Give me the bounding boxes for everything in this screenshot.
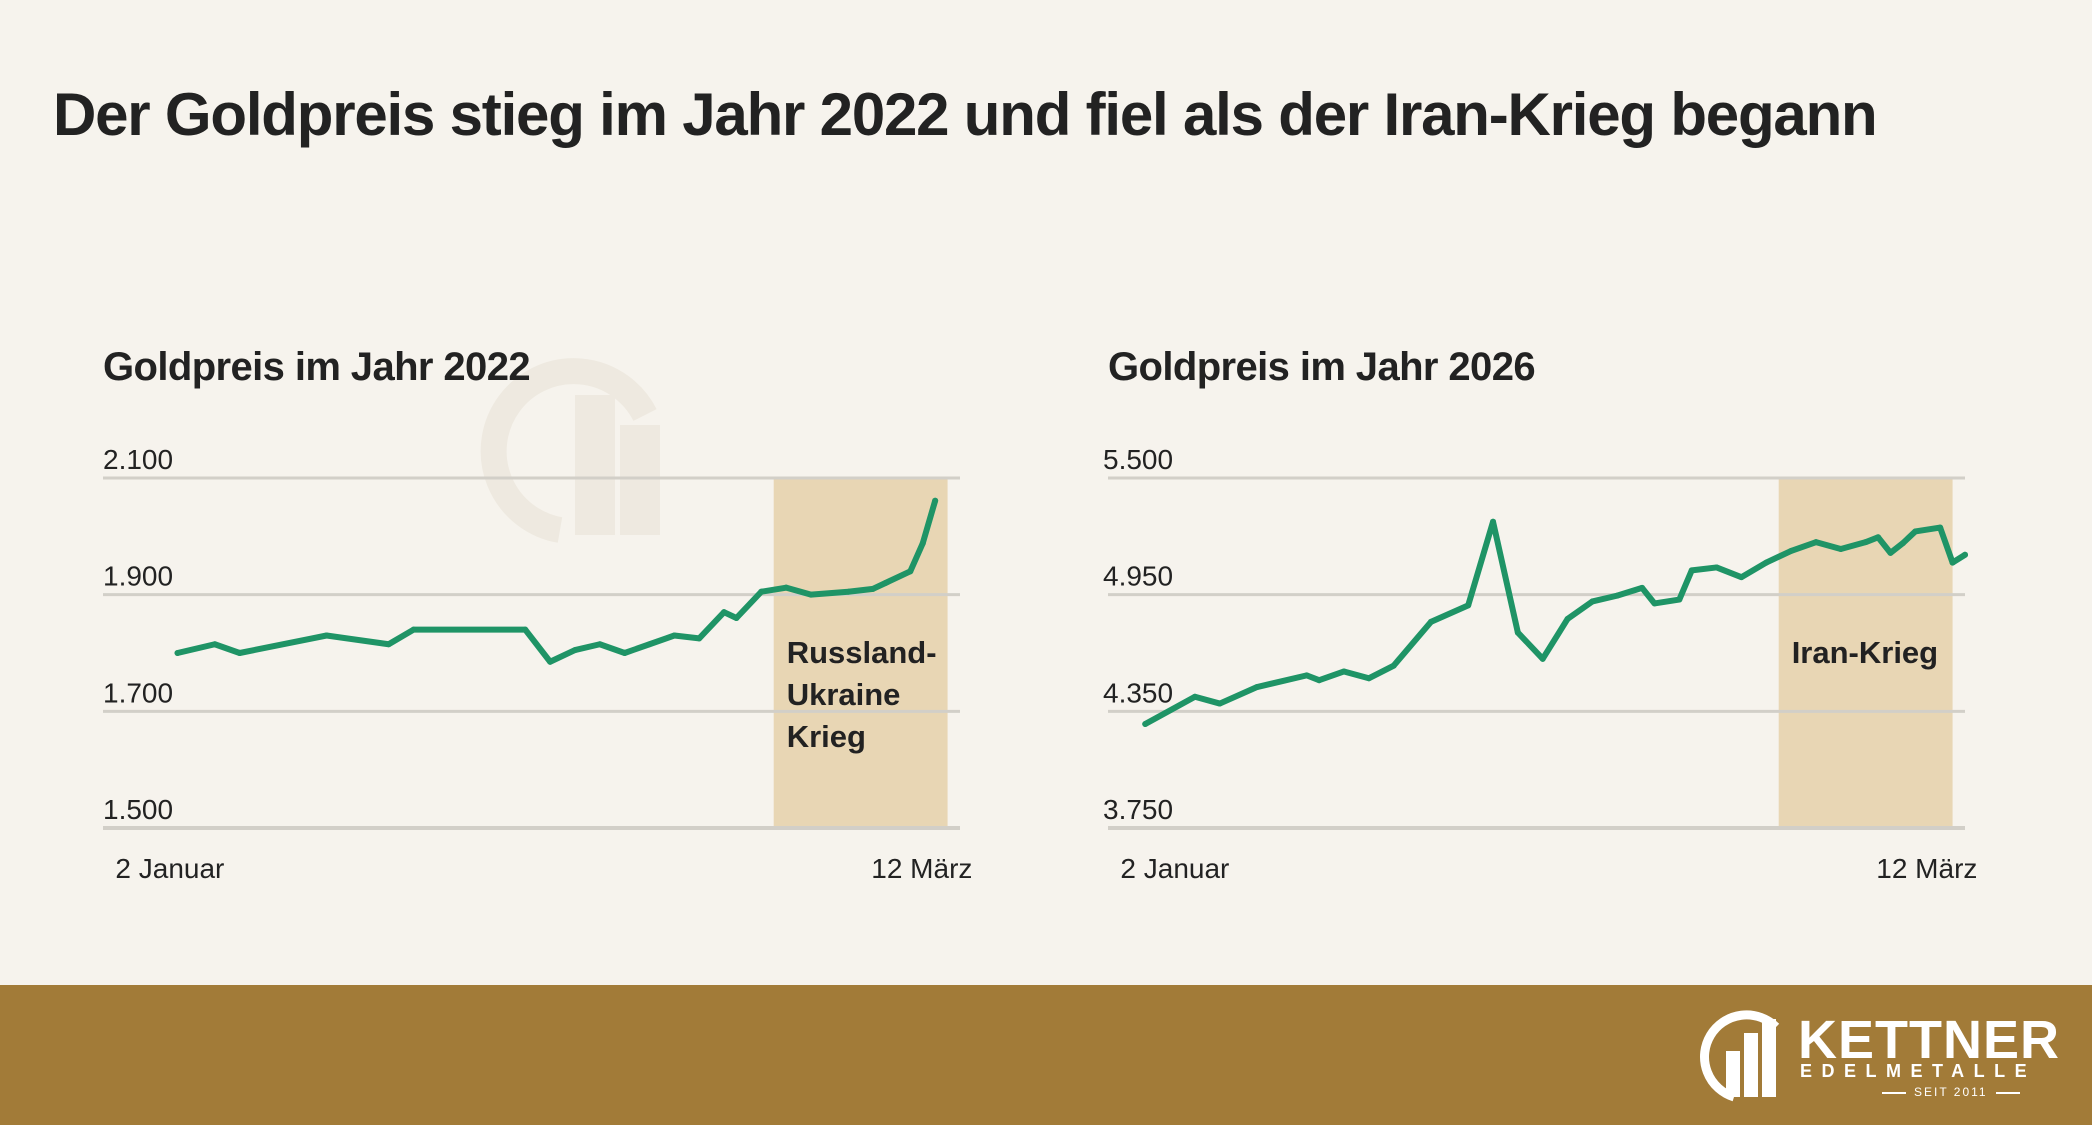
chart-2026-data-point	[1688, 567, 1695, 574]
chart-2026-data-point	[1713, 564, 1720, 571]
chart-2022-data-point	[845, 588, 852, 595]
chart-2022-data-point	[621, 650, 628, 656]
chart-2026-data-point	[1639, 584, 1646, 591]
chart-2022-highlight-label: Ukraine	[787, 677, 901, 712]
kettner-watermark-logo	[480, 358, 660, 543]
logo-name: KETTNER	[1798, 1010, 2060, 1070]
chart-2026-data-point	[1514, 629, 1521, 636]
footer-bar: KETTNER EDELMETALLE SEIT 2011	[0, 985, 2092, 1125]
chart-2026-data-point	[1340, 668, 1347, 675]
chart-2026-data-point	[1738, 574, 1745, 581]
chart-2026-data-point	[1390, 662, 1397, 669]
chart-2026-data-point	[1875, 534, 1882, 541]
chart-2026-highlight-label: Iran-Krieg	[1792, 635, 1938, 670]
chart-2022-x-tick-label: 2 Januar	[115, 853, 224, 884]
chart-2022-data-point	[882, 580, 889, 586]
chart-2026-y-tick-label: 5.500	[1103, 444, 1173, 475]
chart-2026-data-point	[1912, 528, 1919, 535]
chart-2026-data-point	[1490, 518, 1497, 525]
chart-2026-y-tick-label: 4.350	[1103, 677, 1173, 708]
chart-2026-data-point	[1763, 559, 1770, 566]
chart-2026-data-point	[1303, 672, 1310, 679]
chart-2026-data-point	[1191, 693, 1198, 700]
page-title: Der Goldpreis stieg im Jahr 2022 und fie…	[53, 81, 1878, 148]
chart-2022-data-point	[783, 584, 790, 591]
chart-2022-data-point	[571, 647, 578, 654]
chart-2026-x-tick-label: 2 Januar	[1120, 853, 1229, 884]
chart-2026-data-point	[1142, 720, 1149, 727]
chart-2026-highlight-band	[1778, 478, 1953, 828]
chart-2022-y-tick-label: 1.900	[103, 561, 173, 592]
chart-2026-data-point	[1962, 551, 1968, 558]
chart-2026-data-point	[1788, 547, 1795, 554]
chart-2026-data-point	[1539, 655, 1546, 662]
chart-2026-data-point	[1676, 596, 1683, 603]
chart-2022-data-point	[919, 540, 926, 547]
chart-2026-data-point	[1465, 602, 1472, 609]
chart-2026-data-point	[1837, 545, 1844, 552]
chart-2026-y-tick-label: 4.950	[1103, 561, 1173, 592]
chart-2022-data-point	[410, 626, 417, 633]
chart-2022-data-point	[733, 615, 740, 621]
chart-2022-data-point	[385, 641, 392, 648]
chart-2026-x-tick-label: 12 März	[1876, 853, 1977, 884]
kettner-logo-mark-icon	[1700, 1010, 1780, 1102]
chart-2026-data-point	[1316, 677, 1323, 684]
chart-2026-data-point	[1589, 598, 1596, 605]
chart-2026-data-point	[1427, 618, 1434, 625]
chart-2022-data-point	[236, 650, 243, 656]
chart-2026-data-point	[1949, 559, 1956, 566]
chart-2022-highlight-label: Russland-	[787, 635, 937, 670]
chart-2022-y-tick-label: 2.100	[103, 444, 173, 475]
chart-2026-data-point	[1564, 615, 1571, 622]
chart-2022-data-point	[671, 632, 678, 639]
chart-2026-data-point	[1614, 592, 1621, 599]
kettner-logo: KETTNER EDELMETALLE SEIT 2011	[1696, 999, 2059, 1111]
logo-since: SEIT 2011	[1874, 1085, 2028, 1099]
chart-2026-data-point	[1651, 600, 1658, 607]
chart-2022-x-tick-label: 12 März	[871, 853, 972, 884]
chart-2022-data-point	[907, 568, 914, 575]
chart-2022-data-point	[870, 585, 877, 592]
chart-2022-data-point	[807, 591, 814, 598]
chart-2022-y-tick-label: 1.700	[103, 677, 173, 708]
chart-2026-data-point	[1254, 684, 1261, 691]
charts-canvas: 1.500 1.700 1.900 2.100 2 Januar 12 März Russl…	[103, 444, 1977, 884]
chart-2026-data-point	[1887, 549, 1894, 556]
chart-2026-data-point	[1899, 540, 1906, 547]
chart-2022-data-point	[211, 641, 218, 648]
chart-2026-data-point	[1937, 524, 1944, 531]
chart-2022-y-tick-label: 1.500	[103, 794, 173, 825]
chart-2022-data-point	[323, 632, 330, 639]
chart-2026-data-point	[1862, 539, 1869, 546]
chart-2026-title: Goldpreis im Jahr 2026	[1108, 345, 1536, 389]
chart-2022-data-point	[547, 658, 554, 665]
chart-2022-data-point	[932, 497, 939, 504]
chart-2026-data-point	[1365, 675, 1372, 682]
chart-2022-data-point	[522, 626, 529, 633]
chart-2022-highlight-label: Krieg	[787, 719, 866, 754]
chart-2026-data-point	[1216, 700, 1223, 707]
chart-2022-highlight-band	[773, 478, 948, 828]
logo-subtitle: EDELMETALLE	[1800, 1061, 2037, 1081]
chart-2022-data-point	[596, 641, 603, 648]
chart-2022-data-point	[721, 609, 728, 616]
chart-2026-y-tick-label: 3.750	[1103, 794, 1173, 825]
chart-2022-data-point	[696, 635, 703, 642]
chart-2022-title: Goldpreis im Jahr 2022	[103, 345, 531, 389]
chart-2022-data-point	[646, 641, 653, 648]
chart-2026-data-point	[1812, 539, 1819, 546]
chart-2022-data-point	[174, 650, 181, 656]
chart-2022-data-point	[758, 588, 765, 595]
